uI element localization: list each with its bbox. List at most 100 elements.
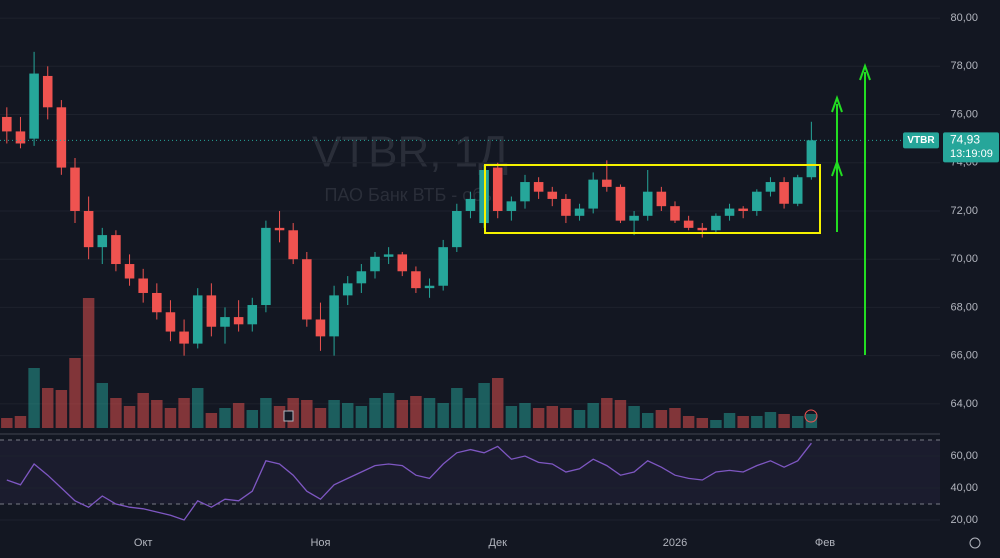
volume-bar <box>519 403 531 428</box>
volume-bar <box>96 383 108 428</box>
y-tick-label: 60,00 <box>950 450 978 462</box>
candle-body <box>506 201 517 211</box>
x-tick-label: Окт <box>134 537 153 549</box>
volume-bar <box>573 410 586 428</box>
x-tick-label: 2026 <box>663 537 687 549</box>
volume-bar <box>546 406 558 428</box>
candle-body <box>752 191 762 211</box>
candle-body <box>2 116 12 132</box>
volume-bar <box>492 378 504 428</box>
volume-bar <box>396 400 408 428</box>
range-box <box>484 164 821 234</box>
arrow-head <box>831 159 843 177</box>
candle-body <box>779 182 789 204</box>
candle-body <box>424 285 435 289</box>
countdown: 13:19:09 <box>950 148 993 160</box>
candle-body <box>56 107 67 168</box>
candle-body <box>138 278 148 293</box>
volume-bar <box>382 393 395 428</box>
volume-bar <box>696 418 708 428</box>
arrow-head <box>859 63 871 81</box>
volume-bar <box>505 406 518 428</box>
event-marker[interactable] <box>283 410 294 422</box>
settings-icon[interactable] <box>969 537 981 549</box>
volume-bar <box>1 418 13 428</box>
volume-bar <box>42 388 54 428</box>
candle-body <box>288 230 298 260</box>
y-tick-label: 64,00 <box>950 398 978 410</box>
candle-body <box>615 186 626 221</box>
plot: 64,0066,0068,0070,0072,0074,0076,0078,00… <box>0 12 999 549</box>
price-tag-value: 74,93 <box>950 133 980 147</box>
candle-body <box>29 73 39 139</box>
volume-bar <box>478 383 490 428</box>
y-tick-label: 66,00 <box>950 350 978 362</box>
candle-body <box>315 319 326 337</box>
volume-bar <box>110 398 122 428</box>
symbol-tag <box>903 132 939 149</box>
y-tick-label: 80,00 <box>950 12 978 24</box>
y-tick-label: 78,00 <box>950 60 978 72</box>
volume-bar <box>655 410 668 428</box>
volume-bar <box>328 400 340 428</box>
candle-body <box>356 271 367 284</box>
y-tick-label: 68,00 <box>950 301 978 313</box>
volume-bar <box>28 368 40 428</box>
volume-bar <box>723 413 736 428</box>
volume-bar <box>82 298 95 428</box>
price-tag <box>943 132 999 163</box>
candle-body <box>438 247 448 286</box>
arrows <box>831 63 871 355</box>
watermark: VTBR, 1Д <box>312 128 508 177</box>
volume-bar <box>778 414 790 428</box>
volume-bar <box>301 400 313 428</box>
y-tick-label: 40,00 <box>950 482 978 494</box>
candle-body <box>561 198 571 216</box>
candle-body <box>738 208 748 211</box>
volume-bar <box>642 413 654 428</box>
candle-body <box>588 179 598 209</box>
candle-body <box>370 256 380 272</box>
candle-body <box>492 167 503 211</box>
candle-body <box>724 208 735 216</box>
candle-body <box>247 305 258 325</box>
candle-body <box>465 198 476 211</box>
volume-bar <box>69 358 81 428</box>
volume-bar <box>751 416 763 428</box>
x-tick-label: Дек <box>489 537 508 549</box>
candle-body <box>42 75 53 108</box>
candle-body <box>697 227 708 231</box>
volume-bar <box>410 396 422 428</box>
candle-body <box>602 179 612 187</box>
volume-bar <box>587 403 599 428</box>
candle-body <box>165 312 176 332</box>
rsi-line <box>6 442 812 521</box>
candle-body <box>179 331 189 344</box>
volume-bar <box>232 403 245 428</box>
candle-body <box>397 254 408 272</box>
candle-body <box>452 210 462 248</box>
candle-body <box>711 215 721 231</box>
candle-body <box>520 182 530 202</box>
candle-body <box>574 208 585 216</box>
volume-bar <box>628 406 640 428</box>
volume-bar <box>219 408 231 428</box>
volume-bar <box>464 398 477 428</box>
y-tick-label: 20,00 <box>950 514 978 526</box>
volume-bar <box>764 412 777 428</box>
candle-body <box>220 317 230 327</box>
volume-bar <box>792 416 804 428</box>
candle-body <box>342 283 353 296</box>
volume-bar <box>164 408 177 428</box>
candle-body <box>765 182 776 192</box>
event-marker[interactable] <box>804 409 818 423</box>
volume-bar <box>55 390 68 428</box>
candle-body <box>533 182 544 192</box>
volume-bar <box>273 406 286 428</box>
candle-body <box>233 317 244 325</box>
candle-body <box>411 271 421 289</box>
candle-body <box>192 295 203 344</box>
candle-body <box>683 220 694 228</box>
